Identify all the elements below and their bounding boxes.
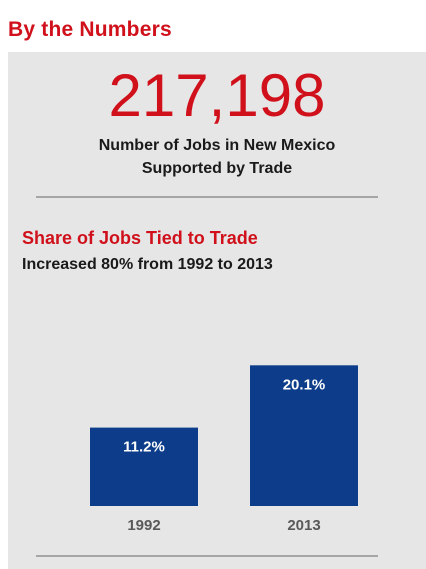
jobs-caption-line2: Supported by Trade <box>141 160 293 177</box>
chart-title: Share of Jobs Tied to Trade <box>22 228 258 248</box>
bottom-divider <box>36 555 378 557</box>
bar-chart: 11.2% 1992 20.1% 2013 <box>90 365 358 534</box>
jobs-caption-line1: Number of Jobs in New Mexico <box>98 137 336 154</box>
x-tick-2013: 2013 <box>287 517 320 534</box>
top-divider <box>36 196 378 198</box>
data-label-2013: 20.1% <box>283 376 326 393</box>
jobs-count: 217,198 <box>108 62 326 129</box>
x-tick-1992: 1992 <box>127 517 160 534</box>
chart-subtitle: Increased 80% from 1992 to 2013 <box>22 256 273 273</box>
data-label-1992: 11.2% <box>123 439 165 456</box>
bar-2013 <box>250 365 358 506</box>
stats-panel: 217,198 Number of Jobs in New Mexico Sup… <box>8 52 426 569</box>
jobs-caption: Number of Jobs in New Mexico Supported b… <box>8 134 426 180</box>
page-header-title: By the Numbers <box>8 18 172 41</box>
bar-1992 <box>90 427 198 506</box>
